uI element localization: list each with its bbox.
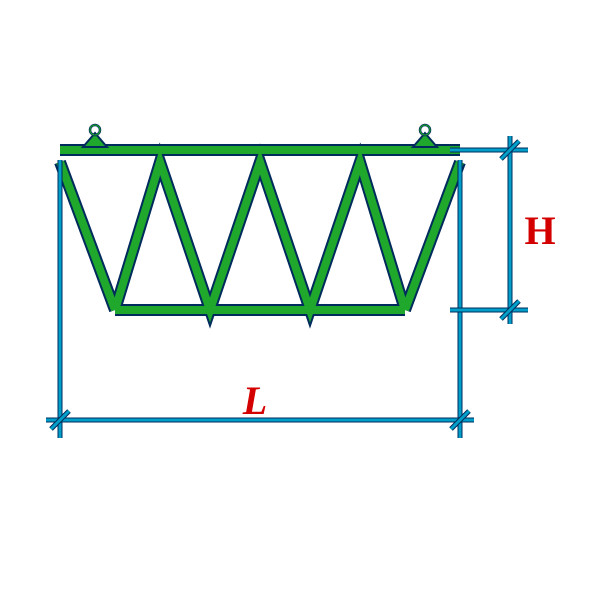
dimension-H-label: H: [524, 208, 555, 253]
lifting-eye: [413, 125, 437, 147]
truss-dimension-diagram: LH: [0, 0, 600, 600]
truss: [60, 125, 460, 310]
lifting-eye: [83, 125, 107, 147]
dimension-L-label: L: [242, 378, 267, 423]
dimension-H: H: [450, 136, 556, 324]
